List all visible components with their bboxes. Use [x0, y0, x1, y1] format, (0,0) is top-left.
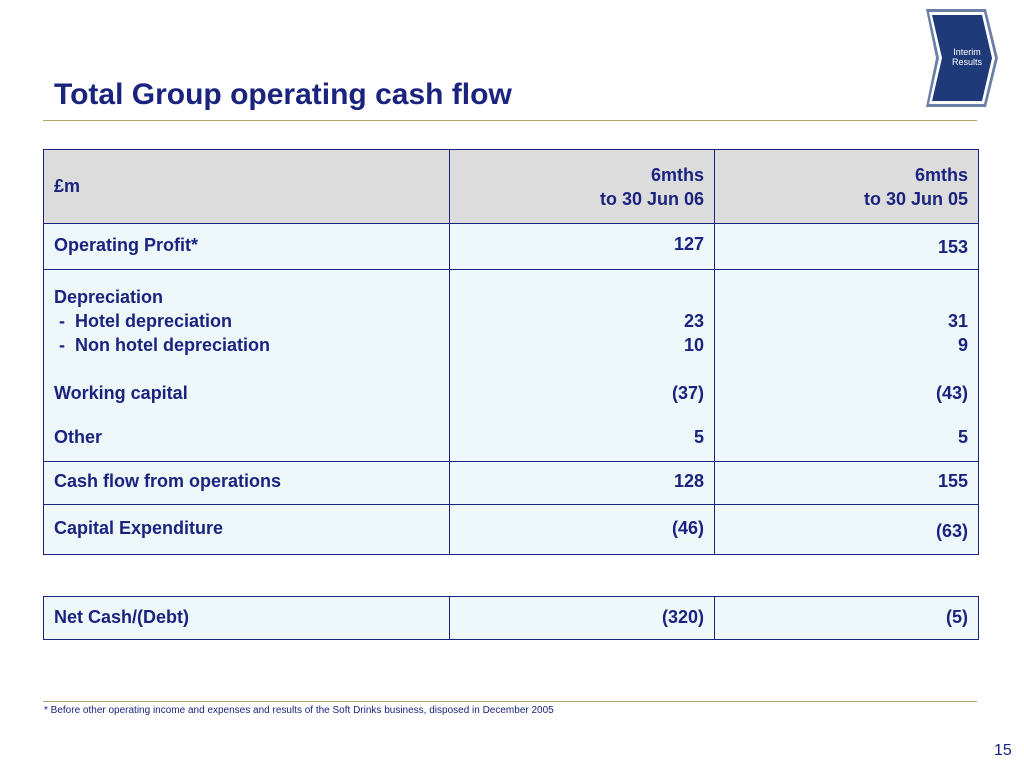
- net-cash-2005: (5): [714, 596, 979, 640]
- capex-label: Capital Expenditure: [43, 504, 450, 555]
- capex-2005: (63): [714, 504, 979, 555]
- non-hotel-depreciation-2005: 9: [957, 335, 968, 355]
- operating-profit-2005: 153: [714, 223, 979, 270]
- header-currency-cell: £m: [43, 149, 450, 224]
- net-cash-label: Net Cash/(Debt): [43, 596, 450, 640]
- header-2006-cell: 6mths to 30 Jun 06: [449, 149, 715, 224]
- cash-flow-2006: 128: [449, 461, 715, 505]
- detail-labels-cell: Depreciation - Hotel depreciation - Non …: [43, 269, 450, 462]
- footer-divider: [43, 701, 977, 702]
- operating-profit-2006: 127: [449, 223, 715, 270]
- non-hotel-depreciation-2006: 10: [683, 335, 704, 355]
- other-2005: 5: [957, 427, 968, 447]
- net-cash-table: Net Cash/(Debt) (320) (5): [43, 596, 979, 640]
- working-capital-2005: (43): [935, 383, 968, 403]
- table-row: Cash flow from operations 128 155: [43, 461, 979, 505]
- header-2005-line1: 6mths: [914, 164, 968, 185]
- header-2005-cell: 6mths to 30 Jun 05: [714, 149, 979, 224]
- other-2006: 5: [693, 427, 704, 447]
- cash-flow-label: Cash flow from operations: [43, 461, 450, 505]
- title-divider: [43, 120, 977, 121]
- depreciation-label: Depreciation: [54, 287, 164, 307]
- working-capital-2006: (37): [671, 383, 704, 403]
- badge-label: Interim Results: [928, 47, 1006, 67]
- page-title: Total Group operating cash flow: [54, 78, 512, 111]
- detail-2005-cell: 31 9 (43) 5: [714, 269, 979, 462]
- operating-profit-label: Operating Profit*: [43, 223, 450, 270]
- badge-label-line1: Interim: [953, 47, 981, 57]
- header-2005-line2: to 30 Jun 05: [863, 188, 968, 209]
- capex-2006: (46): [449, 504, 715, 555]
- table-row: Operating Profit* 127 153: [43, 223, 979, 270]
- badge-label-line2: Results: [951, 57, 982, 67]
- page-number: 15: [994, 742, 1012, 759]
- table-row: Capital Expenditure (46) (63): [43, 504, 979, 555]
- other-label: Other: [54, 427, 103, 447]
- hotel-depreciation-2006: 23: [683, 311, 704, 331]
- hotel-depreciation-2005: 31: [947, 311, 968, 331]
- cash-flow-2005: 155: [714, 461, 979, 505]
- header-2006-line2: to 30 Jun 06: [599, 188, 704, 209]
- header-2006-line1: 6mths: [650, 164, 704, 185]
- working-capital-label: Working capital: [54, 383, 188, 403]
- interim-results-badge: [926, 9, 998, 107]
- hotel-depreciation-label: - Hotel depreciation: [54, 311, 233, 331]
- table-row: Depreciation - Hotel depreciation - Non …: [43, 269, 979, 462]
- footnote: * Before other operating income and expe…: [44, 705, 554, 716]
- detail-2006-cell: 23 10 (37) 5: [449, 269, 715, 462]
- non-hotel-depreciation-label: - Non hotel depreciation: [54, 335, 271, 355]
- table-row: Net Cash/(Debt) (320) (5): [43, 596, 979, 640]
- cash-flow-table: £m 6mths to 30 Jun 06 6mths to 30 Jun 05…: [43, 149, 979, 555]
- table-header-row: £m 6mths to 30 Jun 06 6mths to 30 Jun 05: [43, 149, 979, 224]
- net-cash-2006: (320): [449, 596, 715, 640]
- header-currency-label: £m: [54, 176, 81, 196]
